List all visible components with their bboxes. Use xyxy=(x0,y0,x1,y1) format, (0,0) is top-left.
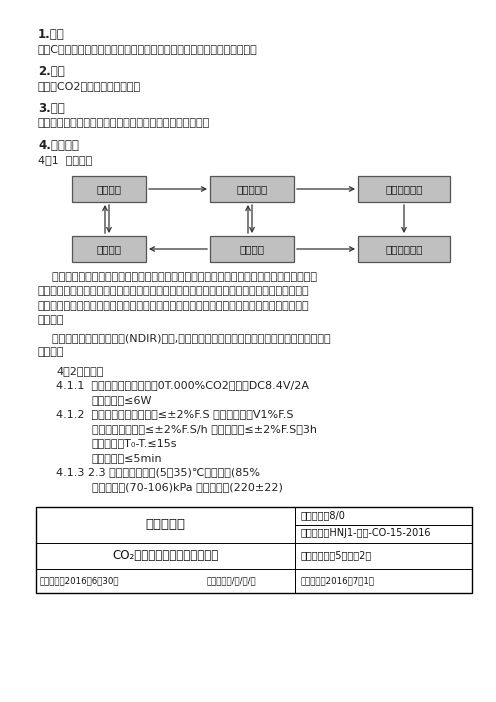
Text: 件提供。: 件提供。 xyxy=(38,315,64,326)
Text: 4．2技术数据: 4．2技术数据 xyxy=(56,366,103,376)
Text: 作业指导书: 作业指导书 xyxy=(146,518,186,531)
Text: 响应时间：T₀-T.≤15s: 响应时间：T₀-T.≤15s xyxy=(92,439,178,449)
Text: 文件页码：共5页，第2页: 文件页码：共5页，第2页 xyxy=(301,550,372,560)
Text: 当仪器工作时，光学部件与气路系统连接产生光学信号，该信号经前置放大器检测放大，通过: 当仪器工作时，光学部件与气路系统连接产生光学信号，该信号经前置放大器检测放大，通… xyxy=(38,286,310,296)
Bar xyxy=(210,236,294,262)
Text: 仪器由光学部件、气路系统、前置放大器、供电部件、信号处理单元、显示控制单元组成。: 仪器由光学部件、气路系统、前置放大器、供电部件、信号处理单元、显示控制单元组成。 xyxy=(38,272,317,282)
Text: 现场检测室负责仪器的保管、使用、日常校准和维护工作。: 现场检测室负责仪器的保管、使用、日常校准和维护工作。 xyxy=(38,119,210,128)
Text: 计而成。: 计而成。 xyxy=(38,347,64,357)
Text: 规范C０２不分光红外分析仪对环境大气及工作场所空气现场测量的操作。: 规范C０２不分光红外分析仪对环境大气及工作场所空气现场测量的操作。 xyxy=(38,44,258,55)
Text: 消耗功率：≤6W: 消耗功率：≤6W xyxy=(92,395,152,405)
Bar xyxy=(36,507,472,592)
Text: 修订日期：/年/月/日: 修订日期：/年/月/日 xyxy=(207,576,256,585)
Text: 大气压力：(70-106)kPa 电源电压：(220±22): 大气压力：(70-106)kPa 电源电压：(220±22) xyxy=(92,482,283,492)
Text: 3.职责: 3.职责 xyxy=(38,102,65,115)
Bar xyxy=(210,176,294,202)
Text: 文件编号：HNJ1-二二-CO-15-2016: 文件编号：HNJ1-二二-CO-15-2016 xyxy=(301,529,431,538)
Text: CO₂不分光红外分析仪操作规程: CO₂不分光红外分析仪操作规程 xyxy=(113,549,219,562)
Bar xyxy=(358,176,450,202)
Text: 4.1.2  技术指标：线性误差：≤±2%F.S 重复性误差：V1%F.S: 4.1.2 技术指标：线性误差：≤±2%F.S 重复性误差：V1%F.S xyxy=(56,409,294,420)
Text: 仪器是根据不分光红外线(NDIR)原理,郎伯一比尔定律和气体对红外线选择性吸收的原理设: 仪器是根据不分光红外线(NDIR)原理,郎伯一比尔定律和气体对红外线选择性吸收的… xyxy=(38,333,331,343)
Text: 2.范围: 2.范围 xyxy=(38,65,65,78)
Bar xyxy=(72,176,146,202)
Text: 适用于CO2不分光红外分析仪０: 适用于CO2不分光红外分析仪０ xyxy=(38,81,141,91)
Text: 4.工作程序: 4.工作程序 xyxy=(38,139,79,152)
Text: 气路系统: 气路系统 xyxy=(97,244,122,254)
Text: 实施日期：2016年7月1日: 实施日期：2016年7月1日 xyxy=(301,576,374,585)
Text: 1.目的: 1.目的 xyxy=(38,28,65,41)
Bar xyxy=(358,236,450,262)
Text: 稳定性零点漂移：≤±2%F.S/h 量程漂移：≤±2%F.S／3h: 稳定性零点漂移：≤±2%F.S/h 量程漂移：≤±2%F.S／3h xyxy=(92,424,317,434)
Text: 4.1.3 2.3 工作条件：温度(5－35)℃相对湿度(85%: 4.1.3 2.3 工作条件：温度(5－35)℃相对湿度(85% xyxy=(56,468,260,477)
Text: 前置放大器: 前置放大器 xyxy=(237,184,268,194)
Text: 4．1  操作原理: 4．1 操作原理 xyxy=(38,156,92,166)
Text: 现实控制单元: 现实控制单元 xyxy=(385,244,423,254)
Text: 4.1.1  基本参数：测量气体：0T.000%CO2供电：DC8.4V/2A: 4.1.1 基本参数：测量气体：0T.000%CO2供电：DC8.4V/2A xyxy=(56,380,309,390)
Text: 信号处理单元: 信号处理单元 xyxy=(385,184,423,194)
Text: 供电部件: 供电部件 xyxy=(240,244,264,254)
Text: 修订状态：8/0: 修订状态：8/0 xyxy=(301,510,345,520)
Bar xyxy=(72,236,146,262)
Text: 光学部件: 光学部件 xyxy=(97,184,122,194)
Text: 颁布日期：2016年6月30日: 颁布日期：2016年6月30日 xyxy=(40,576,120,585)
Text: 预热时间：≤5min: 预热时间：≤5min xyxy=(92,453,163,463)
Text: 信号处理单元做进一步放大后，由显示控制单元控制并显示数据，各部件的电源由电源供电部: 信号处理单元做进一步放大后，由显示控制单元控制并显示数据，各部件的电源由电源供电… xyxy=(38,301,310,311)
